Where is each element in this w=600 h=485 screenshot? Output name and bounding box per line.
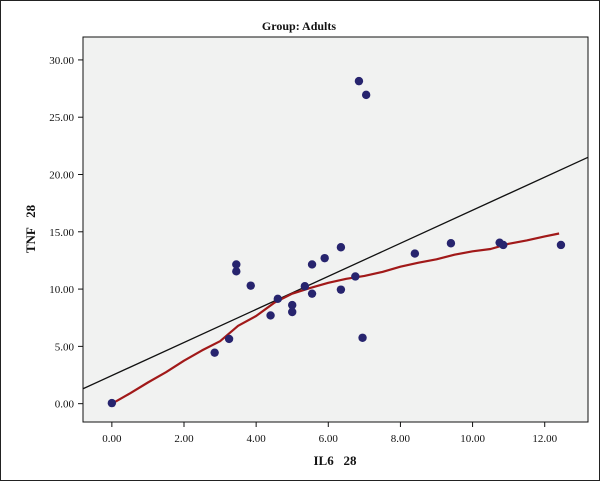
y-tick-label: 5.00 xyxy=(55,341,75,353)
y-axis-title: TNF 28 xyxy=(23,204,38,253)
x-tick-label: 4.00 xyxy=(247,433,267,445)
data-point xyxy=(300,282,310,291)
x-axis-ticks: 0.00 2.00 4.00 6.00 8.00 10.00 12.00 xyxy=(102,422,558,445)
data-point xyxy=(336,285,346,294)
data-point xyxy=(446,239,456,248)
data-point xyxy=(273,294,282,304)
x-tick-label: 6.00 xyxy=(319,433,339,445)
data-points xyxy=(107,76,566,408)
y-tick-label: 30.00 xyxy=(49,55,74,67)
y-tick-label: 10.00 xyxy=(49,284,74,296)
data-point xyxy=(361,90,371,100)
loess-fit-line xyxy=(111,232,560,405)
data-point xyxy=(232,267,241,276)
x-tick-label: 2.00 xyxy=(174,433,194,445)
data-point xyxy=(288,300,297,310)
x-tick-label: 0.00 xyxy=(102,433,122,445)
data-point xyxy=(358,333,367,342)
data-point xyxy=(351,272,360,281)
x-tick-label: 8.00 xyxy=(391,433,411,445)
data-point xyxy=(224,334,234,344)
data-point xyxy=(246,281,255,290)
y-tick-label: 15.00 xyxy=(49,227,74,239)
plot-area xyxy=(82,36,589,423)
data-point xyxy=(210,348,219,357)
y-tick-label: 0.00 xyxy=(55,399,75,411)
data-point xyxy=(232,260,241,269)
data-point xyxy=(320,253,329,263)
data-point xyxy=(499,240,508,250)
linear-fit-line xyxy=(82,156,589,390)
x-tick-label: 12.00 xyxy=(532,433,557,445)
x-tick-label: 10.00 xyxy=(460,433,485,445)
data-point xyxy=(288,307,297,317)
data-point xyxy=(307,260,317,269)
x-axis-title: IL6 28 xyxy=(314,453,357,468)
fit-lines xyxy=(82,156,589,405)
data-point xyxy=(107,398,117,408)
y-tick-label: 25.00 xyxy=(49,112,74,124)
y-axis-ticks: 0.00 5.00 10.00 15.00 20.00 25.00 30.00 xyxy=(49,55,83,411)
data-point xyxy=(410,249,420,258)
data-point xyxy=(556,240,566,250)
data-point xyxy=(336,243,346,252)
data-point xyxy=(266,311,275,320)
data-point xyxy=(354,76,364,86)
y-tick-label: 20.00 xyxy=(49,170,74,182)
data-point xyxy=(307,289,317,298)
chart-title: Group: Adults xyxy=(262,19,336,33)
